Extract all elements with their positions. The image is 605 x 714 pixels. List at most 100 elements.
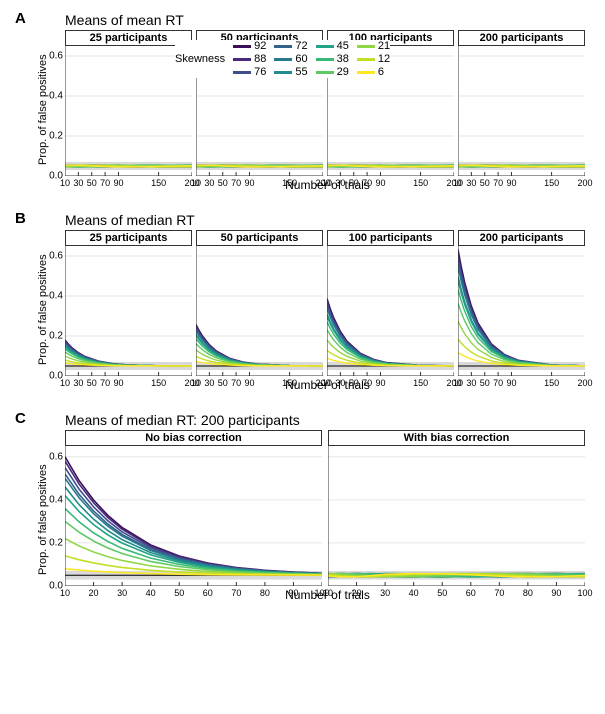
x-tick-label: 50	[349, 178, 359, 188]
panel-C-title: Means of median RT: 200 participants	[65, 410, 590, 428]
x-tick-label: 10	[191, 178, 201, 188]
x-tick-label: 150	[544, 178, 559, 188]
legend-column: 928876	[233, 40, 266, 78]
x-tick-label: 50	[87, 378, 97, 388]
figure-root: A Means of mean RT Prop. of false positi…	[0, 0, 605, 714]
x-tick-label: 90	[288, 588, 298, 598]
legend-item: 45	[316, 40, 349, 52]
x-tick-label: 10	[323, 588, 333, 598]
x-tick-label: 70	[231, 588, 241, 598]
legend-label: 60	[295, 53, 307, 65]
legend-swatch	[233, 71, 251, 74]
y-tick-label: 0.4	[49, 291, 63, 302]
x-ticks: 1030507090150200	[196, 178, 323, 190]
x-tick-label: 10	[322, 178, 332, 188]
legend-label: 45	[337, 40, 349, 52]
legend-item: 92	[233, 40, 266, 52]
legend-swatch	[316, 45, 334, 48]
legend-swatch	[233, 45, 251, 48]
facet-strip: 200 participants	[458, 230, 585, 246]
x-tick-label: 30	[204, 178, 214, 188]
facet-strip: 25 participants	[65, 30, 192, 46]
x-tick-label: 50	[174, 588, 184, 598]
x-tick-label: 50	[218, 178, 228, 188]
panel-C: C Means of median RT: 200 participants P…	[15, 410, 590, 602]
x-tick-label: 70	[100, 378, 110, 388]
facet-strip: 50 participants	[196, 230, 323, 246]
facet: No bias correction1020304050607080901000…	[65, 430, 322, 586]
x-tick-label: 10	[322, 378, 332, 388]
x-tick-label: 70	[493, 378, 503, 388]
legend-label: 29	[337, 66, 349, 78]
x-tick-label: 90	[113, 378, 123, 388]
legend-item: 72	[274, 40, 307, 52]
legend-label: 88	[254, 53, 266, 65]
x-tick-label: 30	[466, 378, 476, 388]
x-tick-label: 60	[466, 588, 476, 598]
y-tick-label: 0.6	[49, 51, 63, 62]
panel-A-title: Means of mean RT	[65, 10, 590, 28]
legend-item: 29	[316, 66, 349, 78]
legend-title: Skewness	[175, 53, 225, 65]
x-tick-label: 150	[282, 378, 297, 388]
plot-area: 102030405060708090100	[328, 446, 585, 586]
x-tick-label: 20	[352, 588, 362, 598]
legend-label: 55	[295, 66, 307, 78]
legend-item: 12	[357, 53, 390, 65]
x-tick-label: 150	[282, 178, 297, 188]
facet: 200 participants1030507090150200	[458, 230, 585, 376]
y-ticks: 0.00.20.40.6	[33, 246, 63, 376]
y-tick-label: 0.0	[49, 581, 63, 592]
x-tick-label: 70	[231, 378, 241, 388]
y-ticks: 0.00.20.40.6	[33, 446, 63, 586]
x-tick-label: 90	[375, 178, 385, 188]
x-ticks: 1030507090150200	[458, 378, 585, 390]
x-tick-label: 10	[453, 378, 463, 388]
plot-area: 10305070901502000.00.20.40.6	[65, 246, 192, 376]
x-tick-label: 80	[260, 588, 270, 598]
x-ticks: 102030405060708090100	[65, 588, 322, 600]
x-ticks: 1030507090150200	[65, 378, 192, 390]
y-tick-label: 0.2	[49, 131, 63, 142]
legend-swatch	[274, 71, 292, 74]
x-tick-label: 40	[146, 588, 156, 598]
legend-item: 55	[274, 66, 307, 78]
y-tick-label: 0.2	[49, 537, 63, 548]
x-ticks: 1030507090150200	[327, 378, 454, 390]
x-tick-label: 150	[151, 378, 166, 388]
legend-swatch	[357, 71, 375, 74]
legend-swatch	[316, 58, 334, 61]
x-tick-label: 200	[577, 178, 592, 188]
x-tick-label: 30	[117, 588, 127, 598]
y-tick-label: 0.6	[49, 251, 63, 262]
x-tick-label: 30	[380, 588, 390, 598]
legend-column: 21126	[357, 40, 390, 78]
facet-strip: 100 participants	[327, 230, 454, 246]
x-tick-label: 200	[577, 378, 592, 388]
legend-label: 6	[378, 66, 384, 78]
legend-swatch	[357, 45, 375, 48]
y-tick-label: 0.2	[49, 331, 63, 342]
legend-item: 21	[357, 40, 390, 52]
facet: With bias correction10203040506070809010…	[328, 430, 585, 586]
plot-area: 1030507090150200	[196, 246, 323, 376]
x-tick-label: 70	[231, 178, 241, 188]
y-tick-label: 0.4	[49, 91, 63, 102]
x-tick-label: 90	[506, 178, 516, 188]
x-ticks: 102030405060708090100	[328, 588, 585, 600]
y-tick-label: 0.4	[49, 494, 63, 505]
panel-C-facets: No bias correction1020304050607080901000…	[65, 430, 590, 586]
x-tick-label: 30	[335, 378, 345, 388]
x-ticks: 1030507090150200	[327, 178, 454, 190]
x-tick-label: 50	[218, 378, 228, 388]
y-tick-label: 0.0	[49, 171, 63, 182]
legend-label: 92	[254, 40, 266, 52]
x-tick-label: 150	[151, 178, 166, 188]
panel-B-title: Means of median RT	[65, 210, 590, 228]
facet: 50 participants1030507090150200	[196, 230, 323, 376]
x-tick-label: 60	[203, 588, 213, 598]
x-tick-label: 50	[437, 588, 447, 598]
y-tick-label: 0.0	[49, 371, 63, 382]
legend-label: 72	[295, 40, 307, 52]
x-tick-label: 150	[413, 178, 428, 188]
